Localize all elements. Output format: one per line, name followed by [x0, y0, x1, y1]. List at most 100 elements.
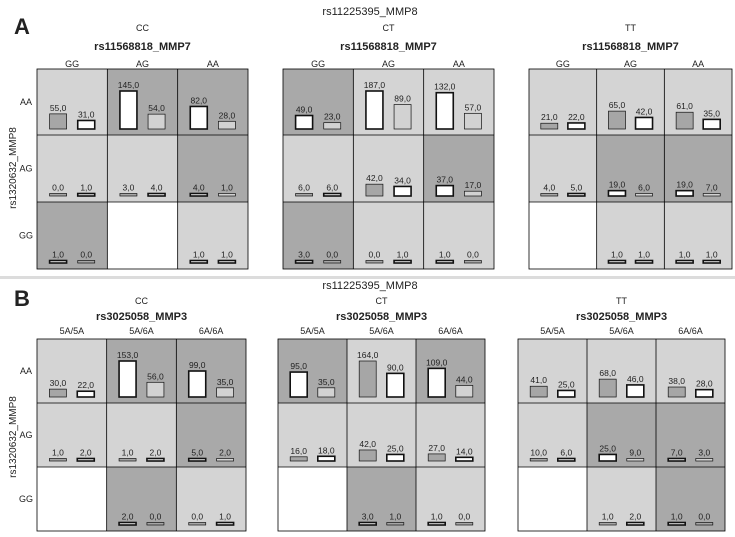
panel-b-group-cc-header: CC — [135, 296, 148, 306]
panel-a-group-ct-col-header: AA — [453, 59, 465, 69]
panel-a-group-cc-col-header: AG — [136, 59, 149, 69]
bar-value-label: 0,0 — [191, 512, 203, 522]
bar-value-label: 1,0 — [389, 512, 401, 522]
bar — [454, 456, 474, 462]
bar-value-label: 1,0 — [679, 250, 691, 260]
bar — [289, 371, 309, 398]
panel-b-group-ct-cell — [278, 339, 347, 403]
panel-b-group-cc-col-header: 6A/6A — [199, 326, 224, 336]
bar-value-label: 109,0 — [426, 357, 448, 367]
panel-a-group-ct-cell — [423, 69, 494, 135]
bar-value-label: 38,0 — [668, 376, 685, 386]
bar — [323, 260, 342, 264]
panel-b-group-tt-cell — [656, 403, 725, 467]
panel-b-group-cc-cell — [176, 467, 246, 531]
panel-a-group-tt-border — [528, 68, 733, 270]
bar — [598, 522, 617, 526]
panel-b-group-ct-cell — [278, 467, 347, 531]
panel-b-group-tt-subtitle: rs3025058_MMP3 — [576, 311, 667, 323]
bar-value-label: 187,0 — [364, 80, 386, 90]
bar-value-label: 17,0 — [465, 180, 482, 190]
bar-value-label: 19,0 — [676, 180, 693, 190]
bar-value-label: 82,0 — [190, 95, 207, 105]
bar — [49, 193, 67, 197]
bar-value-label: 2,0 — [80, 448, 92, 458]
bar-value-label: 42,0 — [636, 106, 653, 116]
bar — [455, 385, 474, 398]
bar — [118, 521, 137, 526]
bar — [146, 522, 165, 526]
panel-b-group-ct-col-header: 5A/6A — [369, 326, 394, 336]
panel-a-group-cc-col-header: AA — [207, 59, 219, 69]
bar-value-label: 1,0 — [52, 250, 64, 260]
panel-b-group-ct-cell — [347, 467, 416, 531]
panel-b-label: B — [14, 286, 30, 311]
bar-value-label: 42,0 — [366, 173, 383, 183]
panel-b-group-tt-col-header: 5A/6A — [609, 326, 634, 336]
bar — [215, 521, 235, 526]
bar — [147, 192, 166, 197]
bar-value-label: 68,0 — [599, 368, 616, 378]
bar — [634, 259, 654, 264]
bar-value-label: 9,0 — [629, 448, 641, 458]
panel-b-group-ct-subtitle: rs3025058_MMP3 — [336, 311, 427, 323]
bar-value-label: 1,0 — [439, 250, 451, 260]
bar-value-label: 6,0 — [560, 448, 572, 458]
bar — [146, 381, 165, 398]
panel-a-group-tt-col-header: GG — [556, 59, 570, 69]
bar-value-label: 164,0 — [357, 350, 379, 360]
bar-value-label: 1,0 — [671, 512, 683, 522]
panel-a-row-label: GG — [19, 231, 33, 241]
panel-b-group-cc-cell — [37, 403, 107, 467]
panel-b-group-cc-cell — [106, 339, 177, 403]
panel-a-group-tt-subtitle: rs11568818_MMP7 — [582, 41, 679, 53]
panel-b-row-label: AG — [19, 430, 32, 440]
bar — [464, 260, 482, 264]
bar-value-label: 44,0 — [456, 374, 473, 384]
panel-a-group-cc-border — [36, 68, 249, 270]
bar — [635, 193, 653, 197]
panel-a-group-tt-col-header: AG — [624, 59, 637, 69]
panel-a-group-ct-cell — [353, 202, 424, 269]
bar-value-label: 30,0 — [50, 378, 67, 388]
bar — [556, 389, 576, 398]
panel-a-group-cc-cell — [37, 202, 108, 269]
bar-value-label: 99,0 — [189, 360, 206, 370]
bar-value-label: 0,0 — [52, 183, 64, 193]
bar-value-label: 37,0 — [436, 175, 453, 185]
panel-a-group-cc-cell — [107, 202, 178, 269]
bar-value-label: 1,0 — [221, 183, 233, 193]
bar — [427, 453, 446, 462]
bar-value-label: 14,0 — [456, 446, 473, 456]
panel-a-group-tt-cell — [664, 135, 732, 202]
bar-value-label: 153,0 — [117, 350, 139, 360]
bar — [217, 259, 237, 264]
panel-a-group-cc-cell — [37, 69, 108, 135]
panel-b-group-cc-cell — [176, 403, 246, 467]
bar-value-label: 35,0 — [703, 108, 720, 118]
bar-value-label: 46,0 — [627, 374, 644, 384]
panel-a-group-tt-cell — [596, 135, 665, 202]
panel-a-group-tt-cell — [529, 135, 597, 202]
bar-value-label: 1,0 — [611, 250, 623, 260]
panel-a-group-tt-cell — [664, 202, 732, 269]
panel-b-group-ct-col-header: 5A/5A — [300, 326, 325, 336]
bar — [119, 193, 138, 197]
bar-value-label: 7,0 — [671, 448, 683, 458]
bar-value-label: 28,0 — [219, 110, 236, 120]
bar-value-label: 10,0 — [530, 447, 547, 457]
bar-value-label: 4,0 — [193, 183, 205, 193]
bar-value-label: 31,0 — [78, 109, 95, 119]
bar-value-label: 2,0 — [629, 512, 641, 522]
bar — [294, 259, 314, 264]
panel-b-group-cc-cell — [106, 403, 177, 467]
bar-value-label: 21,0 — [541, 112, 558, 122]
bar-value-label: 3,0 — [123, 183, 135, 193]
panel-b-group-tt-header: TT — [616, 296, 627, 306]
panel-b-group-tt-cell — [518, 467, 587, 531]
bar — [464, 112, 482, 130]
panel-a-group-tt-cell — [664, 69, 732, 135]
panel-a-group-ct-cell — [283, 69, 354, 135]
bar-value-label: 6,0 — [298, 183, 310, 193]
bar — [49, 388, 67, 398]
